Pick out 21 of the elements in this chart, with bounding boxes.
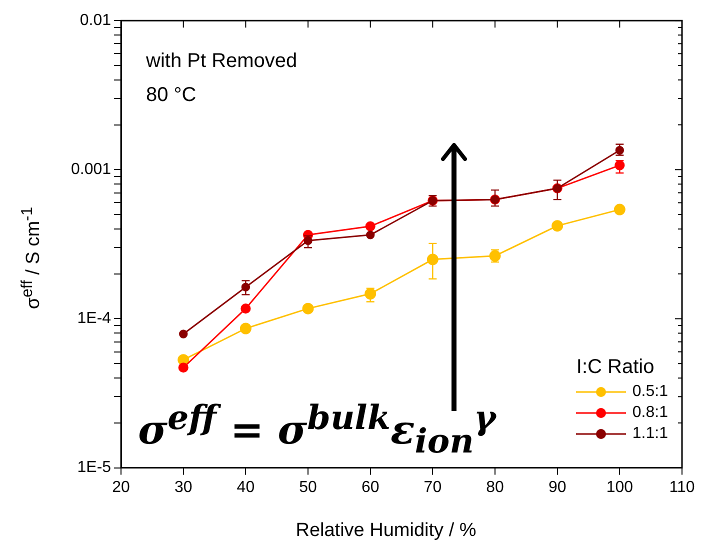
- x-tick-label: 70: [424, 478, 442, 496]
- x-tick-label: 60: [361, 478, 380, 496]
- legend-label: 0.5:1: [632, 383, 668, 401]
- y-tick-label: 1E-5: [77, 459, 112, 476]
- y-tick-label: 0.001: [70, 161, 112, 178]
- legend-label: 0.8:1: [632, 404, 668, 422]
- annotation: 80 °C: [146, 84, 196, 107]
- x-tick-label: 20: [112, 478, 130, 496]
- annotation: with Pt Removed: [146, 50, 298, 73]
- legend-label: 1.1:1: [632, 425, 668, 443]
- y-tick-label: 0.01: [80, 12, 112, 30]
- x-tick-label: 40: [236, 478, 255, 496]
- x-tick-label: 30: [174, 478, 192, 496]
- x-tick-label: 110: [669, 478, 695, 496]
- y-tick-label: 1E-4: [77, 310, 112, 328]
- x-tick-label: 50: [299, 478, 318, 496]
- x-tick-label: 80: [486, 478, 504, 496]
- x-tick-label: 100: [606, 478, 634, 496]
- x-tick-label: 90: [548, 478, 566, 496]
- legend-title: I:C Ratio: [576, 356, 656, 379]
- x-axis-title: Relative Humidity / %: [294, 520, 478, 542]
